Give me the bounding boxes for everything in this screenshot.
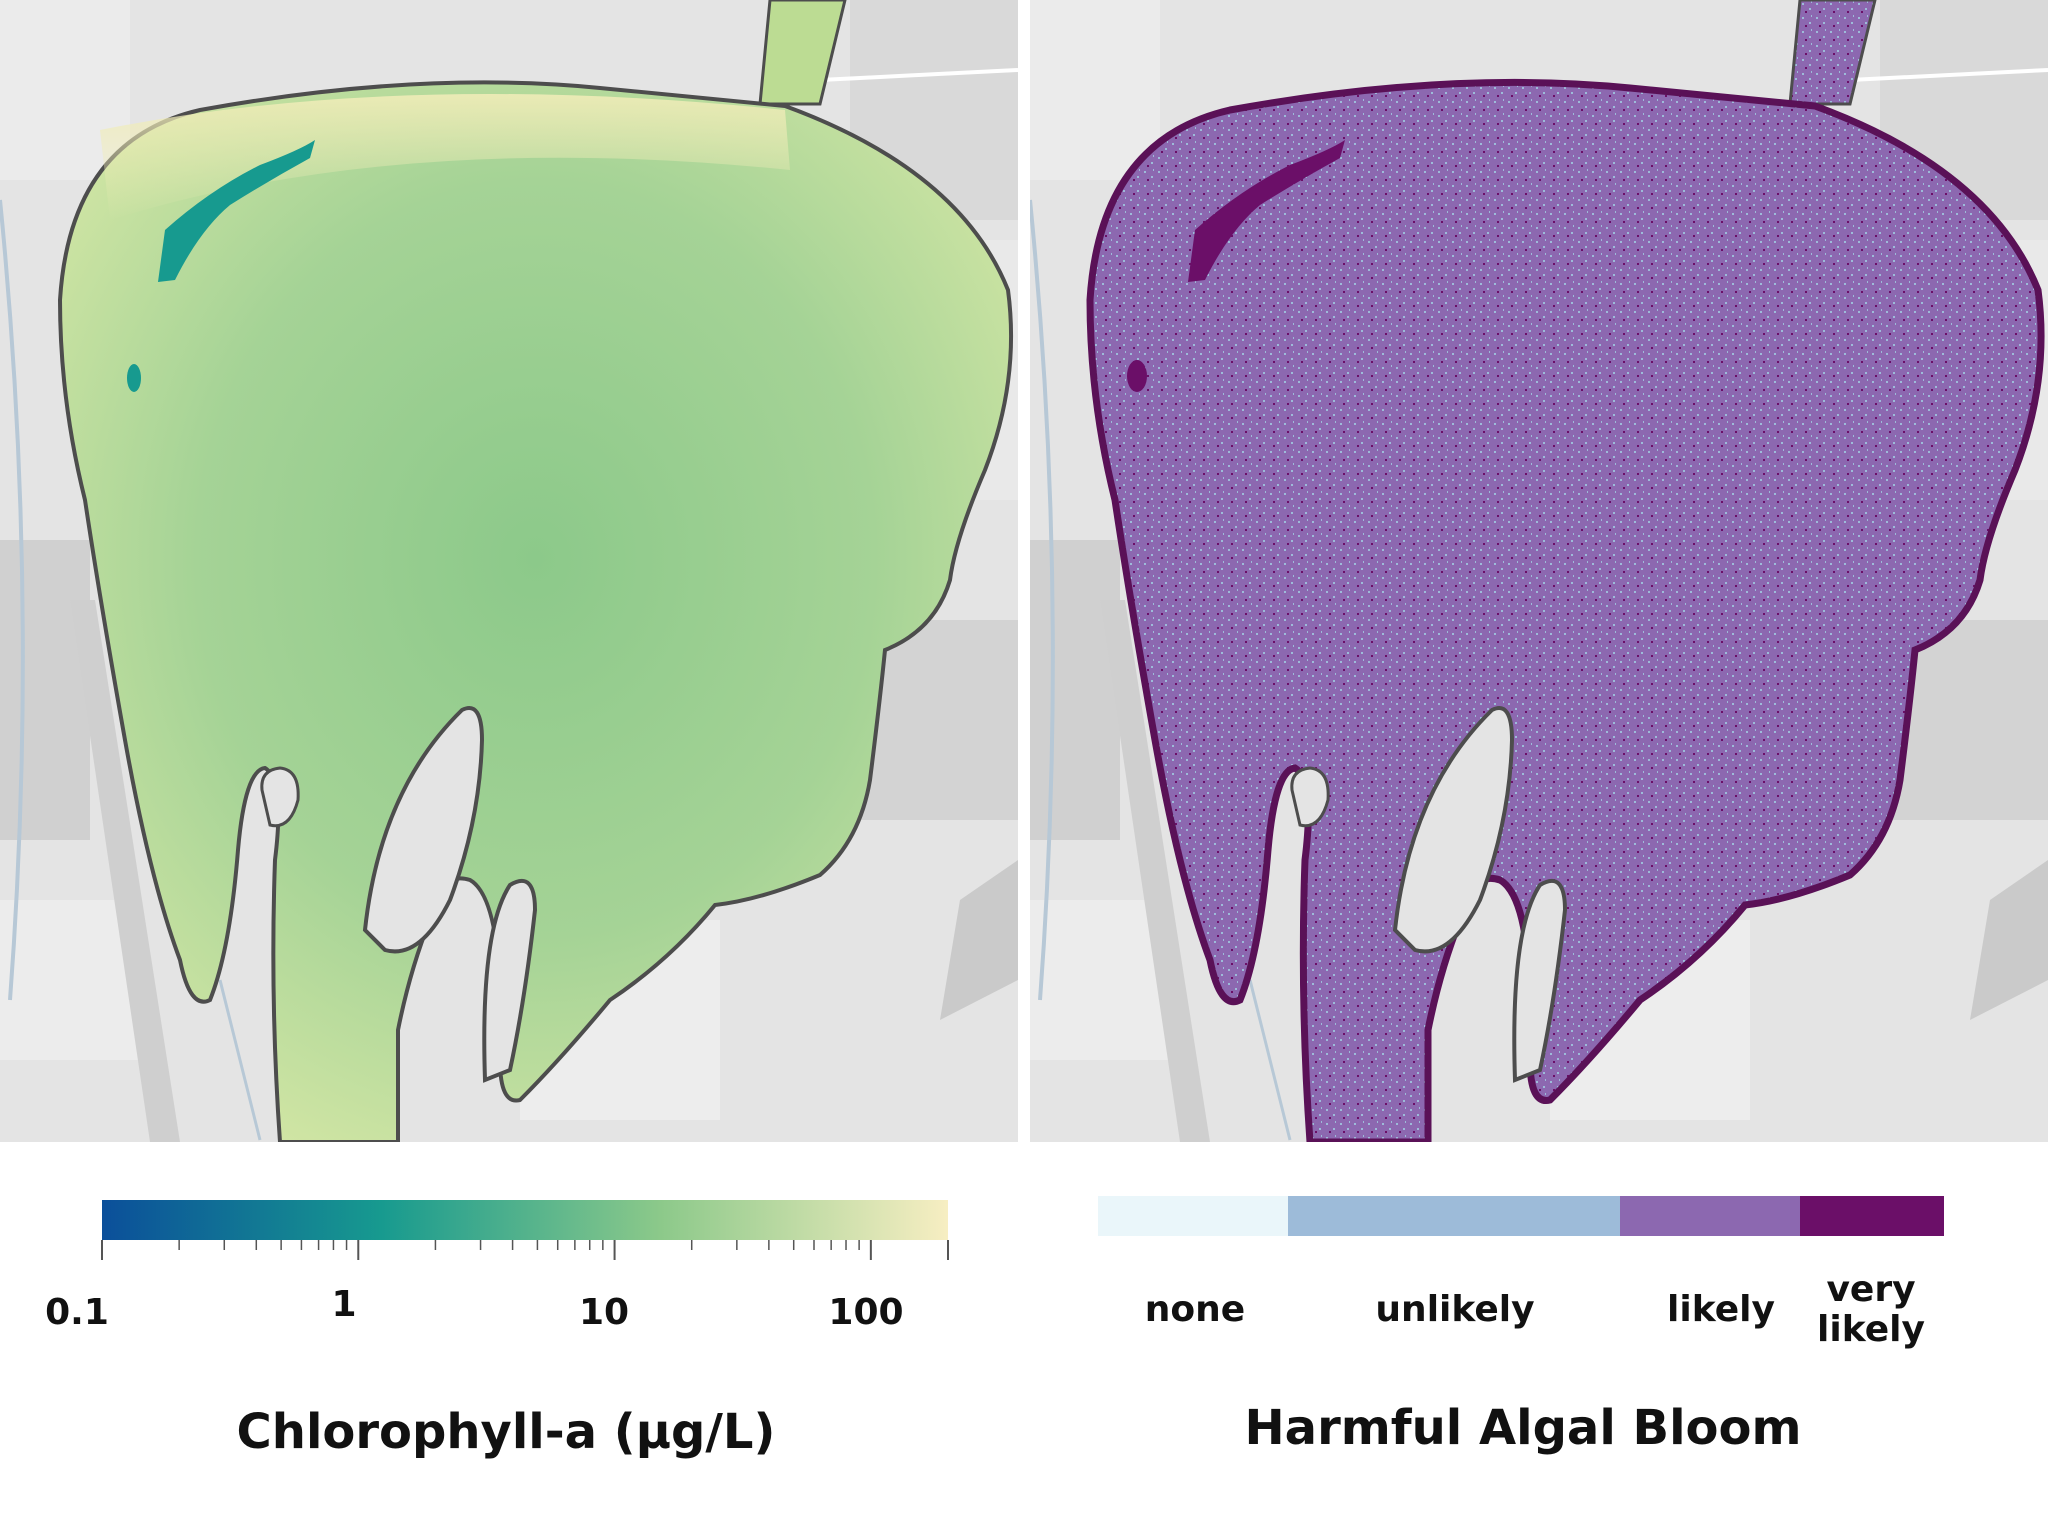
island	[362, 706, 485, 954]
colorbar-gradient	[102, 1200, 948, 1240]
chlorophyll-legend-title: Chlorophyll-a (μg/L)	[236, 1404, 776, 1460]
very-likely-patch	[1188, 140, 1345, 282]
category-swatch-none	[1098, 1196, 1288, 1236]
lake-body	[57, 80, 1014, 1142]
category-swatch-likely	[1620, 1196, 1800, 1236]
category-label-likely: likely	[1667, 1289, 1775, 1330]
inflow-channel	[758, 0, 847, 106]
category-swatch-unlikely	[1288, 1196, 1620, 1236]
tick-label-100: 100	[828, 1292, 904, 1333]
basemap	[0, 0, 1018, 1142]
tick-label-1: 1	[331, 1284, 357, 1325]
category-colorbar	[1098, 1196, 1944, 1236]
island	[482, 878, 538, 1083]
colorbar-ticks	[101, 1240, 949, 1260]
chlorophyll-map-panel[interactable]	[0, 0, 1018, 1142]
chlorophyll-map	[0, 0, 1018, 1142]
stream-line	[0, 199, 25, 1001]
tick-label-0.1: 0.1	[45, 1292, 109, 1333]
lake-shallows	[100, 94, 790, 220]
category-label-unlikely: unlikely	[1375, 1289, 1535, 1330]
high-chlorophyll-patch	[158, 140, 315, 282]
tick-label-10: 10	[578, 1292, 630, 1333]
chlorophyll-colorbar	[101, 1200, 949, 1260]
panel-divider	[1018, 0, 1030, 1142]
category-swatch-very-likely	[1800, 1196, 1944, 1236]
algal-bloom-legend-title: Harmful Algal Bloom	[1244, 1400, 1802, 1456]
algal-bloom-map-panel[interactable]	[1030, 0, 2048, 1142]
inflow-channel	[1788, 0, 1877, 106]
island	[1392, 706, 1515, 954]
lake-body	[1086, 78, 2045, 1142]
category-label-none: none	[1144, 1289, 1246, 1330]
island	[1512, 878, 1568, 1083]
algal-bloom-map	[1030, 0, 2048, 1142]
category-label-very-likely: very likely	[1817, 1269, 1925, 1350]
